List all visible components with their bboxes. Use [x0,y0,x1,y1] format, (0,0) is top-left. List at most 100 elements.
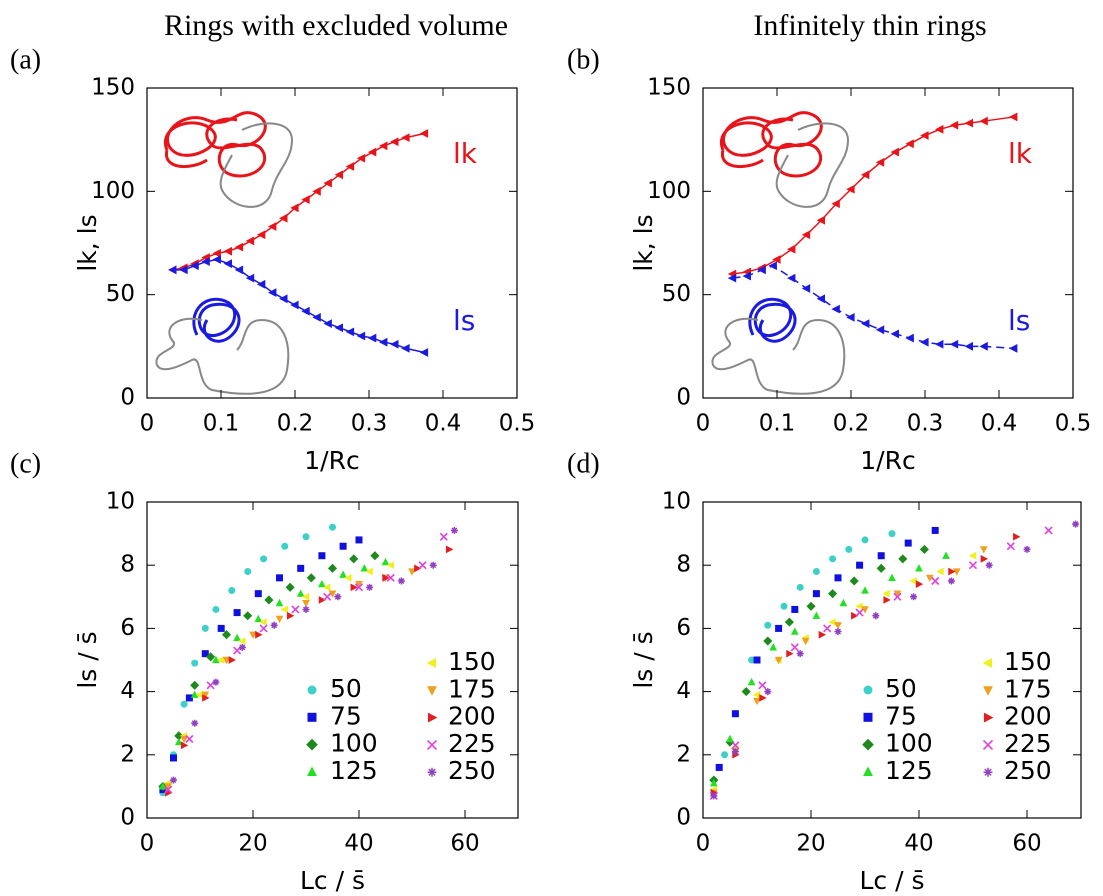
y-tick-label: 50 [106,281,135,307]
marker [834,622,842,630]
marker [429,561,437,569]
marker [904,539,912,547]
marker [931,576,940,586]
y-tick-label: 0 [120,805,135,831]
marker [925,574,934,583]
marker [893,590,902,598]
marker [370,551,380,561]
marker [233,633,241,642]
marker [201,624,209,632]
marker [883,596,891,604]
marker [949,339,959,349]
marker [816,215,825,225]
chart-title: Rings with excluded volume [164,9,508,42]
marker [268,222,277,231]
marker [259,618,267,626]
marker [846,313,855,322]
knot-blue [748,297,797,343]
y-tick-label: 100 [91,178,135,204]
marker [191,659,199,667]
marker [968,551,977,560]
marker [212,678,220,686]
x-tick-label: 20 [796,831,825,857]
marker [256,279,266,289]
marker [759,694,767,702]
marker [919,544,929,554]
marker [875,325,885,335]
y-axis-label: ls / s̄ [73,631,102,688]
marker [727,273,737,283]
marker [249,631,257,639]
marker [905,139,914,149]
marker [445,545,454,554]
marker [414,564,422,573]
marker [339,542,347,550]
marker [195,690,204,699]
marker [979,341,988,351]
marker [206,681,215,690]
marker [828,589,838,599]
marker [450,526,458,534]
marker [935,124,944,134]
legend-marker [426,739,438,750]
marker [752,690,761,699]
marker [861,170,870,180]
marker [948,567,956,576]
marker [174,737,183,746]
marker [872,612,880,620]
y-tick-label: 0 [676,805,691,831]
panel-label: (c) [10,448,41,479]
marker [952,568,961,576]
legend-label: 125 [885,756,933,785]
marker [296,589,305,597]
marker [947,577,955,585]
marker [212,605,220,613]
marker [890,329,899,339]
marker [328,590,337,598]
marker [367,147,377,157]
legend-marker [307,712,317,722]
y-tick-label: 50 [662,281,691,307]
marker [345,162,355,171]
plot-frame [702,501,1082,819]
y-axis-label: ls / s̄ [629,631,658,688]
marker [439,532,448,541]
series-label: lk [1008,137,1033,170]
marker [302,599,310,608]
marker [709,779,718,787]
legend-marker [982,658,993,668]
y-tick-label: 6 [120,615,135,641]
legend-label: 250 [1004,756,1052,785]
marker [238,643,246,651]
marker [401,133,410,142]
marker [354,583,364,592]
marker [217,656,225,664]
marker [312,313,321,322]
marker [851,611,859,620]
marker [355,581,363,589]
x-tick-label: 0.3 [907,411,944,437]
y-tick-label: 150 [647,75,691,101]
legend-label: 150 [1004,647,1052,676]
marker [845,545,853,553]
marker [285,582,295,592]
marker [801,230,811,240]
marker [212,248,221,258]
marker [877,552,885,560]
y-tick-label: 0 [120,385,135,411]
marker [329,523,336,531]
marker [964,118,973,128]
x-tick-label: 0.2 [833,411,870,437]
y-tick-label: 2 [676,741,691,767]
legend-label: 50 [330,674,362,703]
x-tick-label: 0.4 [425,411,462,437]
legend-marker [427,712,438,723]
marker [390,137,399,147]
marker [345,327,355,337]
marker [223,259,232,269]
marker [910,593,918,601]
marker [774,656,783,665]
marker [228,586,236,594]
marker [964,341,973,351]
series-label: ls [1008,304,1030,337]
